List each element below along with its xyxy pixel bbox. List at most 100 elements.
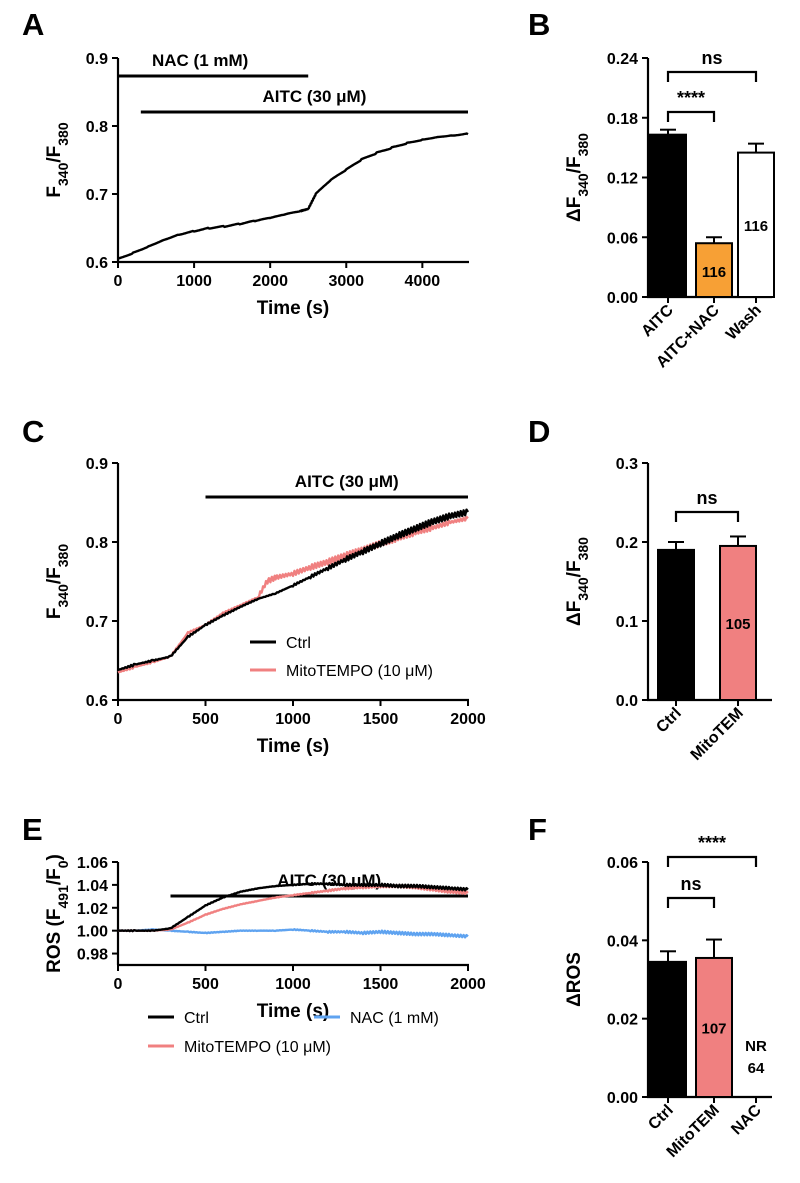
y-tick-label: 0.98 — [77, 947, 108, 964]
y-tick-label: 0.04 — [607, 933, 638, 950]
legend-label: Ctrl — [184, 1010, 209, 1027]
significance-bracket — [666, 855, 758, 867]
n-label: 105 — [725, 616, 750, 633]
ylabel-part: 380 — [55, 544, 71, 568]
x-tick-label: 2000 — [252, 273, 288, 290]
significance-bracket — [666, 896, 716, 908]
bar-ctrl — [649, 960, 687, 1098]
series-line-nac-1-mm- — [117, 928, 469, 939]
y-tick-label: 0.00 — [607, 1090, 638, 1107]
ylabel-part: 340 — [575, 577, 591, 601]
y-tick-label: 0.18 — [607, 111, 638, 128]
y-tick-label: 0.8 — [86, 119, 108, 136]
panel-D: D 0.0 0.1 0.2 0.3 ΔF340/F380 112 Ctrl 105 MitoTEM… — [528, 414, 772, 764]
panel-F: F0.000.020.040.06ΔROS74Ctrl107MitoTEMNR6… — [528, 812, 772, 1161]
x-tick-label: 500 — [192, 711, 219, 728]
x-tick-label: 0 — [114, 273, 123, 290]
y-tick-label: 0.00 — [607, 290, 638, 307]
x-axis-label: Time (s) — [257, 736, 330, 757]
panel-B: B 0.00 0.06 0.12 0.18 0.24 ΔF340/F380 414 AITC 11… — [528, 7, 775, 371]
y-tick-label: 0.24 — [607, 51, 638, 68]
significance-label: ns — [680, 874, 701, 894]
ylabel-part: F — [44, 608, 65, 620]
ylabel-part: /F — [44, 868, 65, 885]
y-axis-label: ROS (F491/F0) — [44, 854, 71, 973]
nr-label: NR — [745, 1038, 767, 1055]
y-tick-label: 1.04 — [77, 878, 108, 895]
ylabel-part: 380 — [575, 133, 591, 157]
n-label: 64 — [748, 1060, 765, 1077]
y-tick-label: 0.6 — [86, 255, 108, 272]
legend-label: MitoTEMPO (10 μM) — [184, 1039, 331, 1056]
x-tick-label: 1500 — [363, 976, 399, 993]
y-tick-label: 0.7 — [86, 187, 108, 204]
ylabel-part: ΔF — [564, 601, 585, 626]
category-label: MitoTEM — [688, 705, 747, 764]
category-label: Wash — [723, 302, 765, 344]
n-label: 414 — [655, 209, 681, 226]
series-line-mitotempo-10-m- — [117, 883, 469, 933]
significance-bracket — [666, 70, 758, 82]
ylabel-part: ) — [44, 854, 65, 860]
treatment-label: NAC (1 mM) — [152, 51, 248, 70]
y-tick-label: 0.06 — [607, 230, 638, 247]
y-tick-label: 0.6 — [86, 693, 108, 710]
x-tick-label: 4000 — [405, 273, 441, 290]
y-tick-label: 0.06 — [607, 855, 638, 872]
x-tick-label: 0 — [114, 711, 123, 728]
panel-C: C 0.6 0.7 0.8 0.9 F340/F380 0 500 1000 1500 2000 Ti… — [22, 414, 486, 757]
x-tick-label: 2000 — [450, 711, 486, 728]
x-tick-label: 1000 — [275, 711, 311, 728]
n-label: 112 — [664, 618, 688, 635]
ylabel-part: 380 — [575, 537, 591, 561]
significance-label: **** — [677, 88, 705, 108]
y-tick-label: 0.8 — [86, 535, 108, 552]
series-line-mitotempo-10-m- — [117, 515, 469, 674]
category-label: Ctrl — [653, 705, 685, 737]
category-label: AITC — [638, 301, 677, 340]
x-tick-label: 500 — [192, 976, 219, 993]
x-tick-label: 2000 — [450, 976, 486, 993]
y-tick-label: 0.9 — [86, 456, 108, 473]
n-label: 116 — [744, 218, 768, 235]
y-tick-label: 0.9 — [86, 51, 108, 68]
n-label: 116 — [702, 264, 726, 281]
y-axis-label: ΔROS — [564, 952, 585, 1007]
x-tick-label: 1500 — [363, 711, 399, 728]
bar-mitotem — [695, 956, 733, 1098]
ylabel-part: 340 — [55, 584, 71, 608]
ylabel-part: /F — [44, 146, 65, 163]
category-label: Ctrl — [645, 1102, 677, 1134]
series-line-ctrl — [117, 508, 470, 672]
ylabel-part: ΔF — [564, 197, 585, 222]
y-tick-label: 0.2 — [616, 535, 638, 552]
ylabel-part: 340 — [55, 162, 71, 186]
y-tick-label: 0.1 — [616, 614, 638, 631]
n-label: 107 — [701, 1020, 726, 1037]
ylabel-part: /F — [564, 560, 585, 577]
x-axis-label: Time (s) — [257, 1001, 330, 1022]
y-axis-label: ΔF340/F380 — [564, 133, 591, 222]
panel-label-F: F — [528, 812, 547, 847]
bar-ctrl — [657, 548, 695, 702]
y-tick-label: 0.3 — [616, 456, 638, 473]
ylabel-part: 0 — [55, 860, 71, 868]
significance-bracket — [674, 510, 740, 522]
y-tick-label: 0.7 — [86, 614, 108, 631]
legend-label: Ctrl — [286, 635, 311, 652]
series-line-trace — [117, 132, 469, 260]
y-tick-label: 1.06 — [77, 855, 108, 872]
ylabel-part: /F — [44, 567, 65, 584]
panel-label-B: B — [528, 7, 550, 42]
legend-label: MitoTEMPO (10 μM) — [286, 663, 433, 680]
ylabel-part: 340 — [575, 173, 591, 197]
ylabel-part: /F — [564, 156, 585, 173]
x-tick-label: 1000 — [275, 976, 311, 993]
bar-wash — [737, 151, 775, 298]
significance-label: ns — [701, 48, 722, 68]
significance-label: ns — [696, 488, 717, 508]
panel-label-C: C — [22, 414, 44, 449]
x-tick-label: 1000 — [176, 273, 212, 290]
